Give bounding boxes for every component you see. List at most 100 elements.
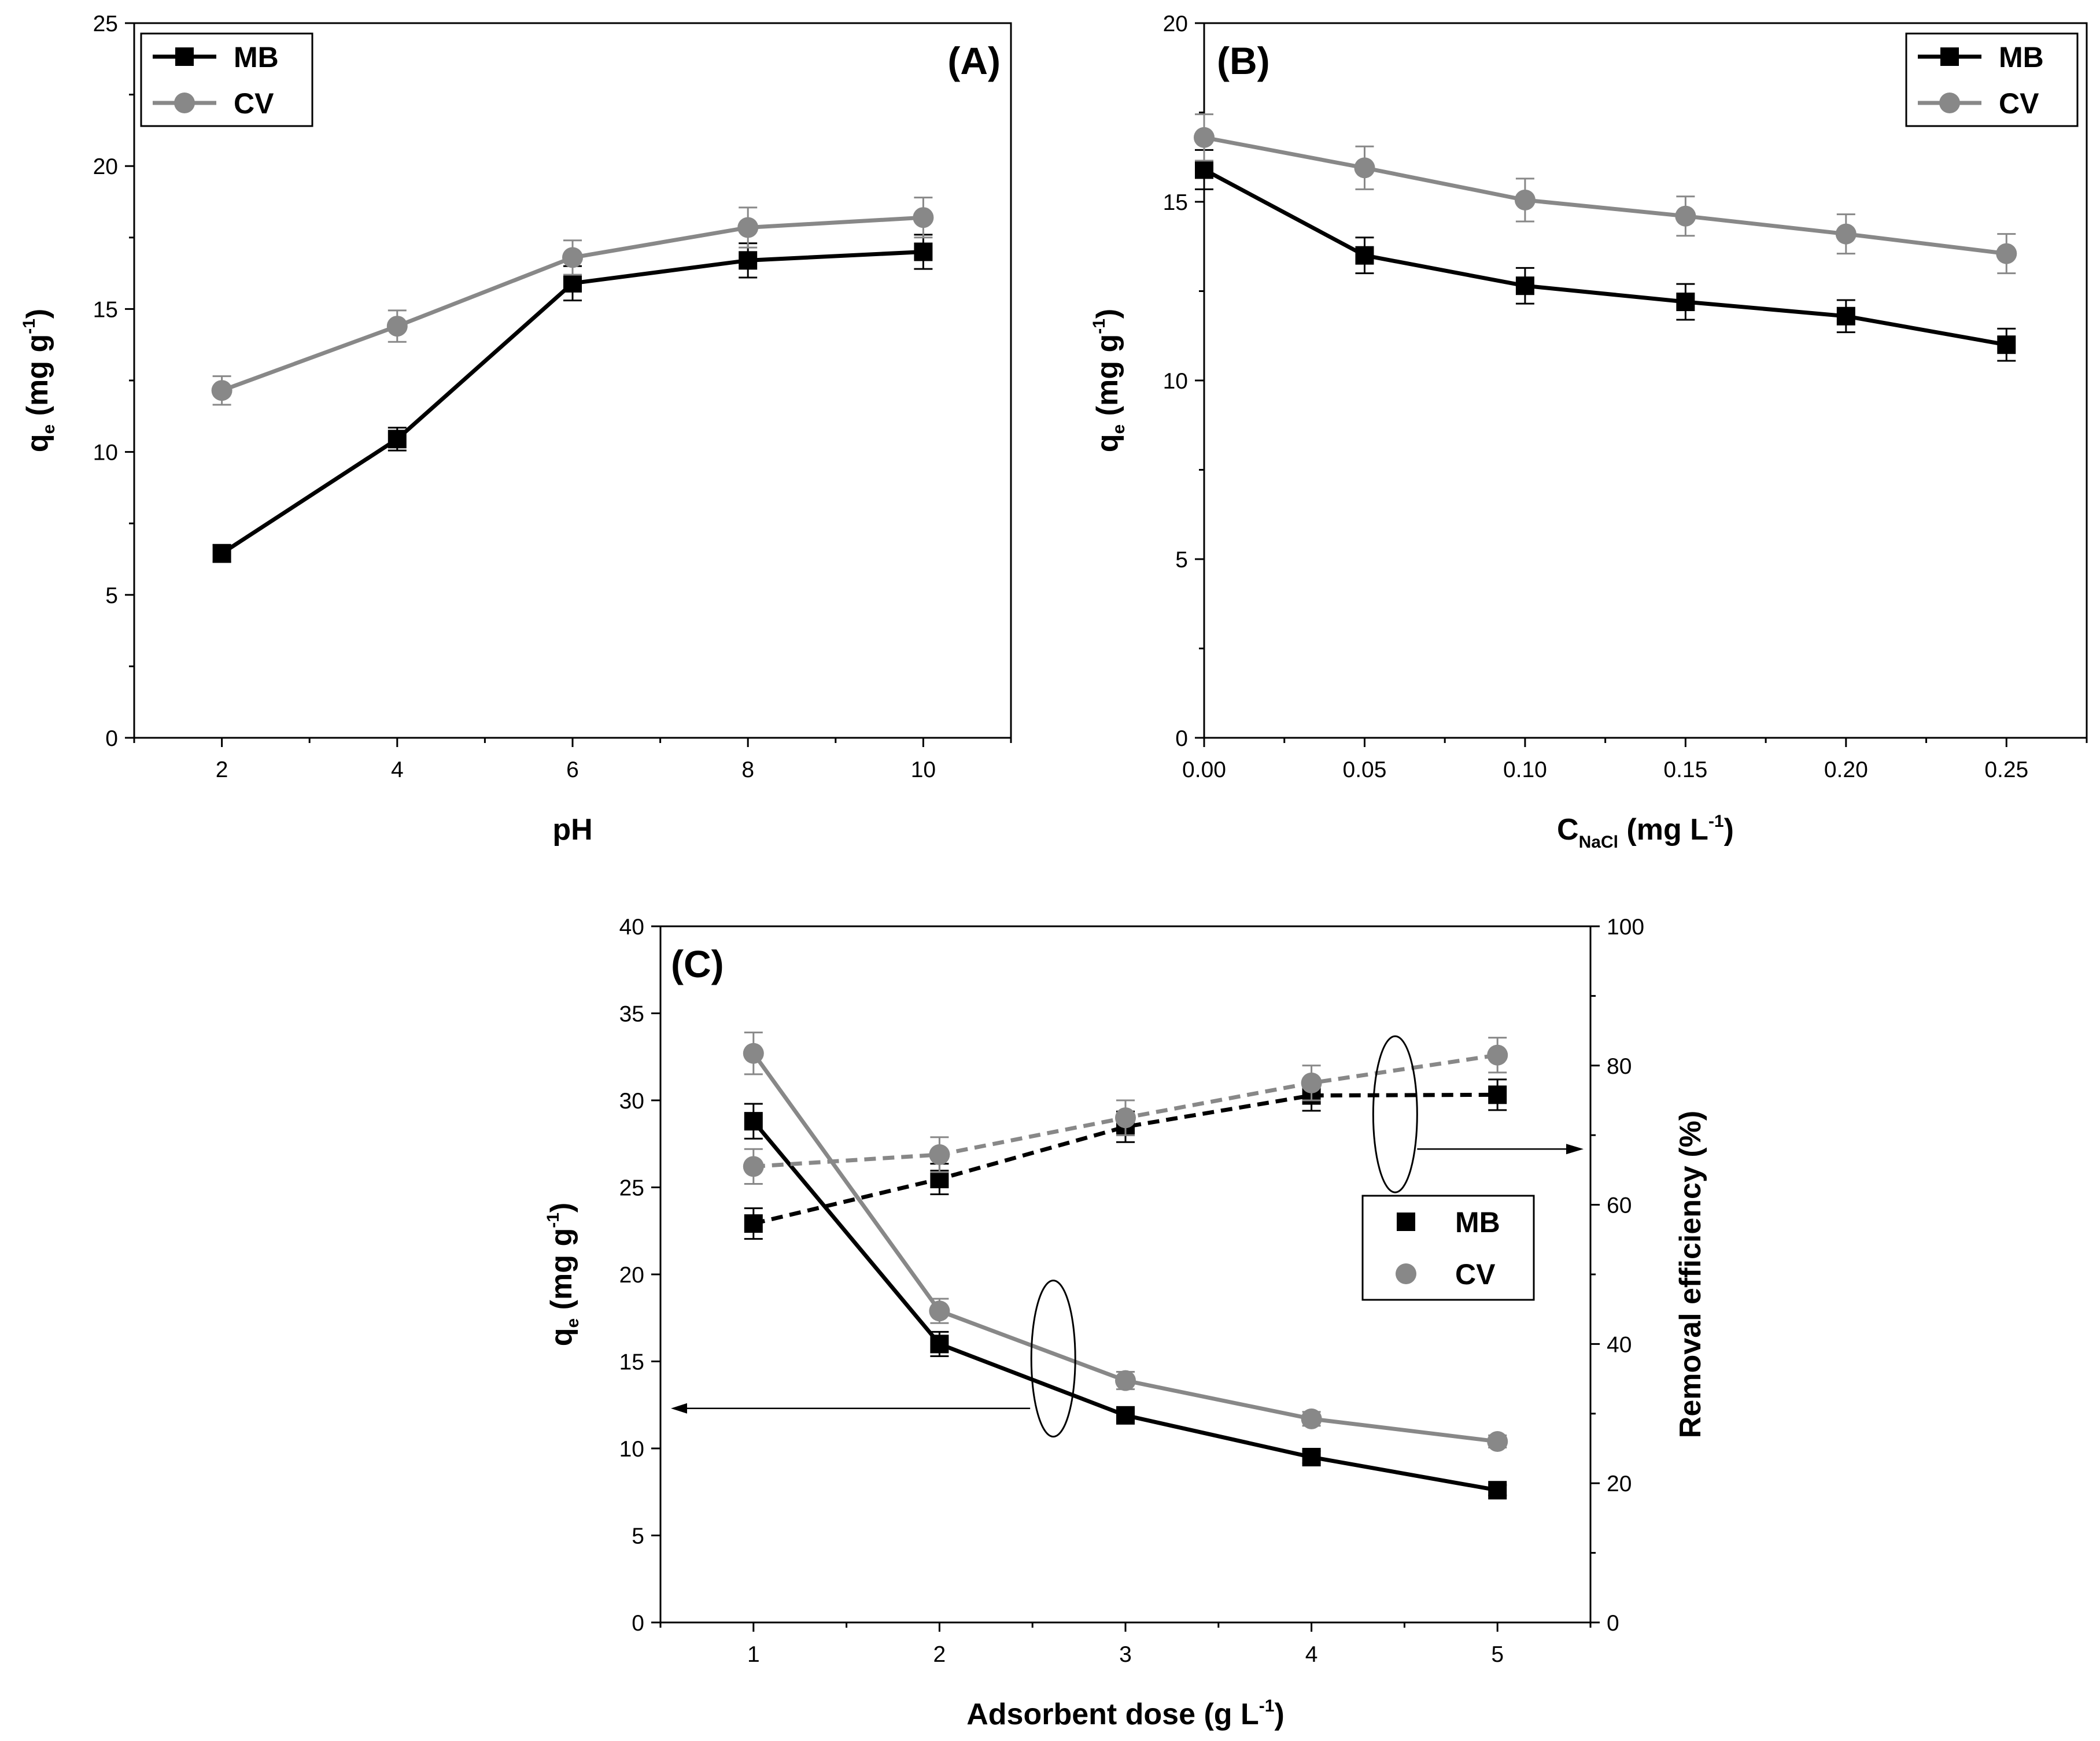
x-tick-label: 0.25 [1984,757,2028,782]
legend-frame [1361,1195,1535,1301]
x-tick-label: 1 [747,1642,760,1667]
data-point [1301,1408,1322,1429]
data-point [1996,243,2017,264]
series-line [1204,135,2007,256]
data-point [1115,1107,1136,1129]
y-right-tick-label: 20 [1607,1472,1632,1496]
y-tick-label: 10 [1163,369,1188,394]
data-point [563,273,582,293]
y-right-tick-label: 60 [1607,1193,1632,1218]
legend-marker [1940,47,1959,66]
x-tick-label: 8 [741,757,754,782]
legend: MB CV [1905,32,2079,127]
legend-marker [174,93,195,113]
data-point [930,1335,949,1354]
data-point [739,251,758,270]
x-tick-label: 0.05 [1343,757,1387,782]
data-point [929,1300,950,1322]
legend-marker [1397,1213,1415,1231]
y-axis-label-superscript: -1 [20,319,39,334]
series-mb [1195,149,2016,362]
y-axis-label: qe (mg g-1) [20,309,58,452]
legend-label: MB [1999,41,2044,73]
data-point [387,430,407,449]
y-tick-label: 40 [619,915,644,940]
data-point [914,242,933,261]
x-tick-label: 6 [566,757,579,782]
data-point [1997,335,2016,354]
y-axis-label-unit: (mg g [1091,334,1124,424]
series-line [752,1119,1498,1492]
x-tick-label: 2 [933,1642,946,1667]
y-axis-label-subscript: e [563,1318,582,1328]
plot-frame [133,22,1012,739]
x-tick-label: 0.20 [1824,757,1868,782]
x-axis-label-subscript: NaCl [1579,833,1618,852]
y-tick-label: 30 [619,1089,644,1114]
annotation-arrowhead [671,1403,687,1414]
data-point [1514,189,1536,210]
data-point [1116,1406,1135,1425]
y-tick-label: 25 [93,12,118,36]
data-point [1835,223,1857,245]
data-point [1302,1448,1321,1467]
y-axis-label-unit: (mg g [21,334,54,424]
series-cv [1194,113,2017,275]
y-tick-label: 20 [93,154,118,179]
x-tick-label: 4 [1305,1642,1318,1667]
data-point [211,380,232,401]
x-tick-label: 0.00 [1182,757,1226,782]
y-tick-label: 10 [619,1437,644,1462]
data-point [562,247,583,268]
x-axis-label: Adsorbent dose (g L-1) [966,1696,1285,1731]
data-point [1355,246,1374,265]
data-point [1195,160,1213,179]
series-mb-left [744,1103,1507,1500]
data-point [1115,1370,1136,1391]
y-tick-label: 0 [632,1611,644,1636]
y-axis-right-label: Removal efficiency (%) [1674,1111,1707,1438]
y-right-tick-label: 40 [1607,1332,1632,1357]
data-point [1487,1044,1508,1066]
y-right-tick-label: 0 [1607,1611,1619,1636]
annotation-ellipse [1030,1280,1076,1438]
y-tick-label: 20 [1163,12,1188,36]
data-point [1194,127,1215,148]
data-point [1488,1085,1507,1104]
y-axis-label-close: ) [21,309,54,319]
panel-label: (B) [1217,39,1270,82]
legend-marker [175,47,194,66]
y-axis-label-close: ) [545,1203,578,1213]
y-axis-label-unit: (mg g [545,1228,578,1318]
y-axis-label-symbol: q [545,1328,578,1346]
y-tick-label: 10 [93,441,118,465]
series-cv-right [743,1037,1508,1185]
x-axis-label-close: ) [1724,813,1734,847]
x-axis-label-unit: (mg L [1618,813,1708,847]
panel-label: (C) [671,942,724,985]
x-axis-label-superscript: -1 [1708,812,1724,831]
annotation-ellipse [1372,1035,1418,1193]
chart-panel-b: 0.00 0.05 0.10 0.15 0.20 0.25 0 5 10 15 20 MB CV (B) q… [1090,12,2088,852]
data-point [1488,1481,1507,1500]
data-point [1487,1430,1508,1452]
legend-frame [140,32,313,127]
data-point [744,1214,763,1233]
series-line [1203,168,2007,347]
y-right-tick-label: 80 [1607,1054,1632,1079]
data-point [913,207,934,228]
panel-label: (A) [947,39,1001,82]
annotation-left-axis [671,1280,1076,1438]
x-axis-label: pH [552,813,592,847]
y-axis-label-subscript: e [39,424,58,434]
y-tick-label: 15 [93,297,118,322]
legend: MB CV [1361,1195,1535,1301]
x-axis-label-symbol: C [1557,813,1579,847]
plot-frame [1203,22,2088,739]
y-axis-label-superscript: -1 [544,1213,563,1228]
y-tick-label: 0 [1175,726,1188,751]
data-point [929,1144,950,1165]
y-tick-label: 35 [619,1002,644,1027]
chart-panel-a: 2 4 6 8 10 0 5 10 15 20 25 MB CV (A) qe (mg g-1) pH [20,12,1012,847]
